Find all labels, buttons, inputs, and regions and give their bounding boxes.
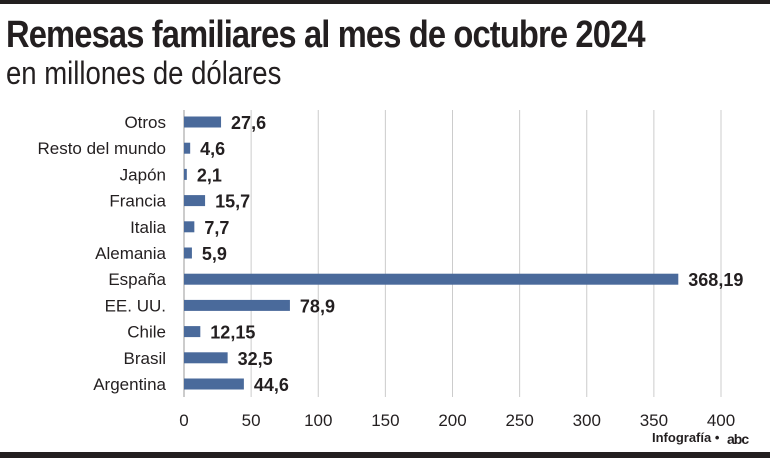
bar [184,195,206,207]
value-label: 7,7 [204,218,229,238]
bar [184,273,679,285]
value-label: 32,5 [238,349,273,369]
top-rule [0,0,770,4]
value-label: 78,9 [300,296,335,316]
value-label: 5,9 [202,244,227,264]
bar [184,168,187,180]
x-tick-label: 350 [640,411,668,430]
value-label: 15,7 [215,192,250,212]
category-label: Argentina [93,375,166,394]
category-label: España [108,270,166,289]
chart-title: Remesas familiares al mes de octubre 202… [6,14,646,56]
value-label: 44,6 [254,375,289,395]
category-label: Otros [124,113,166,132]
abc-logo: abc [727,431,749,447]
category-label: Chile [127,323,166,342]
x-tick-label: 400 [707,411,735,430]
bottom-rule [0,452,770,458]
x-tick-label: 150 [371,411,399,430]
bar [184,142,191,154]
category-label: Alemania [95,244,166,263]
bar [184,378,244,390]
value-label: 12,15 [210,323,255,343]
x-tick-label: 300 [573,411,601,430]
x-tick-label: 0 [179,411,188,430]
category-label: Francia [109,192,166,211]
category-label: Brasil [123,349,166,368]
category-label: Japón [120,165,166,184]
bar [184,352,228,364]
bar [184,299,290,311]
value-label: 368,19 [688,270,743,290]
bar [184,116,222,128]
category-label: EE. UU. [105,296,166,315]
category-label: Italia [130,218,166,237]
value-label: 27,6 [231,113,266,133]
chart-subtitle: en millones de dólares [6,55,282,91]
value-label: 2,1 [197,165,222,185]
x-tick-label: 200 [438,411,466,430]
x-tick-label: 250 [505,411,533,430]
credit-text: Infografía • [652,430,720,445]
category-label: Resto del mundo [37,139,166,158]
x-tick-label: 100 [304,411,332,430]
value-label: 4,6 [200,139,225,159]
bar [184,221,195,233]
bar [184,247,192,259]
x-tick-label: 50 [242,411,261,430]
bar [184,326,201,338]
